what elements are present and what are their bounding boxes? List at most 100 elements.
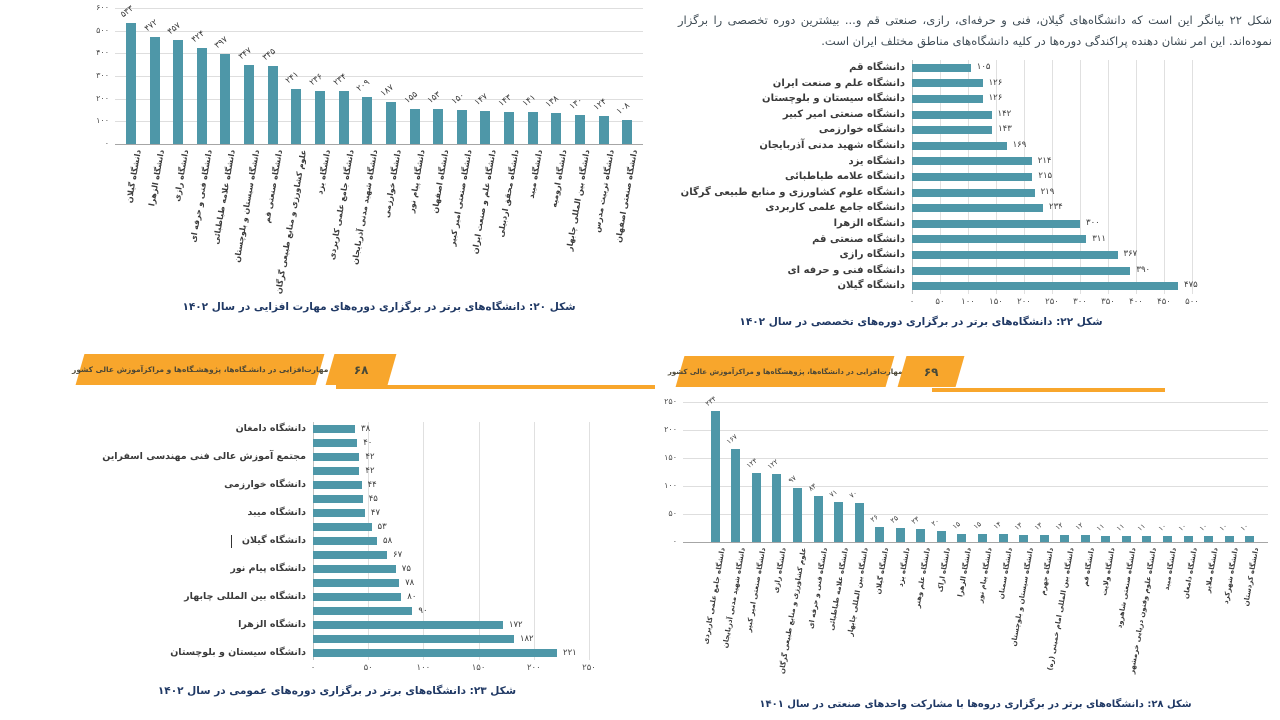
axis-tick-label: ۲۰۰ — [1017, 297, 1031, 307]
bar-value-label: ۳۱۱ — [1092, 233, 1106, 244]
bar — [912, 219, 1080, 228]
bar — [504, 111, 514, 144]
gridline — [589, 422, 590, 660]
bar-value-label: ۸۰ — [407, 592, 417, 602]
gridline — [533, 422, 535, 660]
bar-value-label: ۱۱ — [1115, 521, 1127, 533]
bar — [314, 90, 325, 144]
bar-value-label: ۱۱ — [1135, 521, 1147, 533]
bar-value-label: ۲۶ — [868, 513, 880, 525]
bar — [998, 534, 1008, 542]
category-label: دانشگاه بین المللی چابهار — [565, 149, 592, 252]
bar-value-label: ۴۵۷ — [165, 21, 183, 38]
axis-tick-label: ۴۰۰ — [1129, 297, 1143, 307]
bar — [912, 188, 1035, 197]
bar-value-label: ۱۲۲ — [765, 457, 780, 471]
gridline — [115, 53, 643, 55]
category-label: دانشگاه میبد — [527, 149, 545, 200]
axis-tick-label: ۰ — [672, 537, 677, 546]
axis-tick-label: ۱۰۰ — [961, 297, 975, 307]
bar-value-label: ۲۳ — [909, 515, 921, 527]
bar — [710, 411, 720, 542]
category-label: دانشگاه الزهرا — [833, 218, 905, 229]
bar-value-label: ۱۸۷ — [378, 82, 396, 99]
page-number: ۶۸ — [353, 362, 369, 377]
bar — [362, 96, 373, 144]
axis-tick-label: ۲۵۰ — [664, 397, 677, 406]
bar-value-label: ۱۳ — [1033, 520, 1045, 532]
figure-28-chart: ۲۵۰ ۲۰۰ ۱۵۰ ۱۰۰ ۵۰ ۰ ۲۳۴ دانشگاه جامع علمی کارب… — [655, 395, 1268, 692]
category-label: دانشگاه یزد — [315, 149, 332, 196]
category-label: دانشگاه علامه طباطبائی — [827, 547, 850, 632]
bar-value-label: ۷۸ — [405, 578, 415, 588]
axis-tick-label: ۲۵۰ — [582, 663, 596, 673]
bar-value-label: ۲۳۴ — [704, 394, 719, 408]
bar — [313, 453, 360, 461]
category-label: دانشگاه شهید مدنی آذربایجان — [759, 140, 905, 151]
category-label: دانشگاه خوارزمی — [381, 149, 403, 219]
bar — [912, 157, 1032, 166]
gridline — [115, 76, 643, 77]
bar-value-label: ۴۴ — [367, 480, 377, 490]
category-label: دانشگاه سیستان و بلوچستان — [232, 149, 261, 264]
category-label: دانشگاه علم و صنعت ایران — [772, 77, 905, 89]
bar-value-label: ۱۵۵ — [402, 89, 420, 106]
bar — [1080, 535, 1090, 542]
axis-tick-label: ۵۰۰ — [96, 25, 109, 35]
bar — [916, 529, 926, 542]
category-label: دانشگاه محقق اردبیلی — [496, 149, 521, 238]
bar — [912, 63, 971, 72]
bar — [1121, 535, 1131, 542]
category-label: دانشگاه صنعتی امیر کبیر — [447, 149, 474, 247]
bar-value-label: ۱۶۷ — [724, 432, 739, 446]
gridline — [1052, 60, 1053, 294]
page-number: ۶۹ — [923, 364, 939, 379]
bar-value-label: ۳۴۷ — [236, 45, 254, 63]
bar — [772, 473, 782, 542]
bar — [912, 173, 1033, 181]
category-label: دانشگاه دامغان — [235, 423, 306, 434]
bar — [313, 481, 362, 489]
bar — [622, 119, 633, 144]
bar-value-label: ۲۱۹ — [1040, 186, 1055, 197]
category-label: دانشگاه علم وهنر — [913, 547, 932, 609]
figure-20-caption: شکل ۲۰: دانشگاه‌های برتر در برگزاری دوره… — [182, 301, 576, 313]
category-label: دانشگاه بین المللی چابهار — [846, 547, 871, 637]
gridline — [1164, 60, 1165, 294]
category-label: دانشگاه صنعتی شاهرود — [1115, 547, 1138, 629]
category-label: دانشگاه پیام نور — [406, 149, 427, 214]
bar — [456, 110, 467, 144]
plot-area: ۲۳۴ دانشگاه جامع علمی کاربردی ۱۶۷ دانشگاه ش… — [683, 395, 1268, 692]
bar-value-label: ۱۰۵ — [976, 62, 991, 72]
axis-tick-label: ۶۰۰ — [96, 3, 109, 12]
bar-value-label: ۴۰ — [363, 438, 373, 448]
bar — [313, 621, 503, 629]
bar — [267, 65, 278, 144]
bar — [1183, 536, 1193, 542]
category-label: دانشگاه صنعتی قم — [262, 149, 285, 224]
bar-value-label: ۲۰۹ — [355, 77, 372, 94]
gridline — [1192, 60, 1193, 294]
axis-tick-label: ۰ — [104, 139, 109, 148]
banner-page-number-box: ۶۹ — [897, 356, 965, 387]
category-label: دانشگاه سیستان و بلوچستان — [170, 647, 306, 658]
bar-value-label: ۱۴۳ — [998, 124, 1012, 135]
bar — [313, 635, 514, 643]
bar — [895, 528, 905, 542]
category-label: دانشگاه ارومیه — [549, 149, 569, 209]
bar — [313, 509, 365, 517]
bar-value-label: ۱۵ — [971, 519, 983, 531]
gridline — [115, 144, 643, 145]
bar — [338, 91, 349, 144]
bar — [244, 65, 254, 144]
gridline — [423, 422, 425, 660]
bar-value-label: ۱۶۹ — [1012, 140, 1027, 150]
bar — [912, 266, 1131, 275]
bar-value-label: ۳۹۷ — [213, 34, 231, 51]
bar-value-label: ۱۰ — [1238, 522, 1250, 534]
category-label: دانشگاه شهید مدنی آذربایجان — [349, 149, 380, 266]
category-label: دانشگاه خوارزمی — [818, 124, 905, 136]
banner-rule — [336, 385, 655, 389]
axis-tick-label: ۱۵۰ — [471, 663, 486, 673]
bar-value-label: ۲۳۶ — [307, 71, 325, 88]
